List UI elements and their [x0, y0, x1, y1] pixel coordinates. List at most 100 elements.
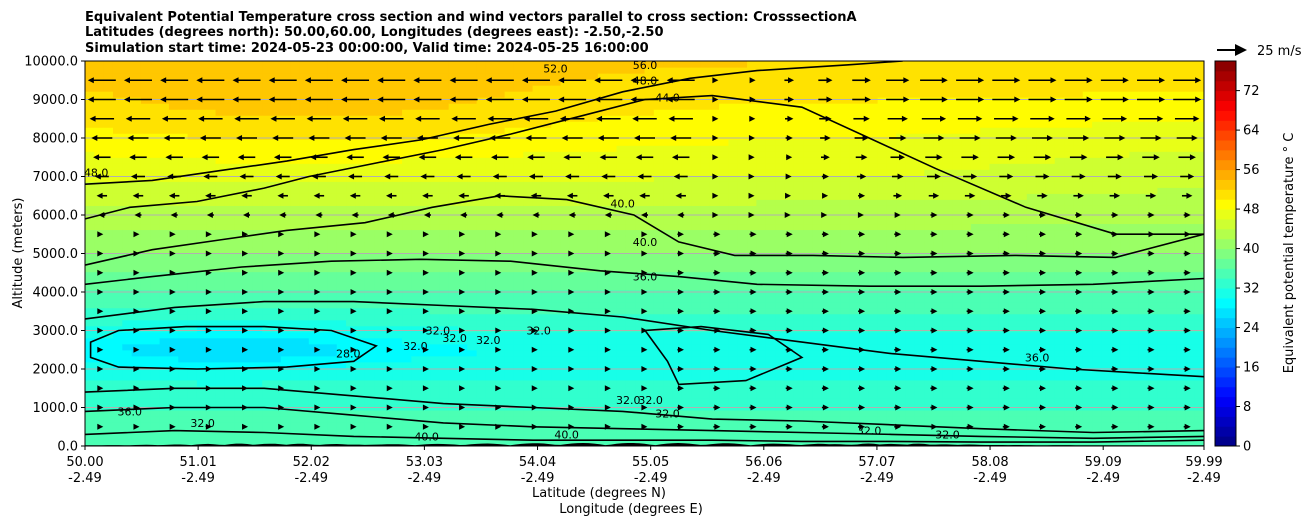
field-cell	[430, 439, 440, 446]
field-cell	[430, 415, 440, 423]
field-cell	[420, 103, 431, 110]
field-cell	[402, 109, 412, 116]
field-cell	[523, 151, 534, 158]
field-cell	[597, 73, 608, 80]
field-cell	[327, 97, 338, 104]
field-cell	[616, 397, 627, 405]
field-cell	[122, 343, 133, 351]
field-cell	[346, 373, 357, 381]
field-cell	[588, 175, 599, 182]
field-cell	[495, 223, 506, 231]
field-cell	[560, 397, 571, 405]
field-cell	[616, 127, 627, 134]
field-cell	[150, 331, 161, 339]
field-cell	[784, 427, 795, 435]
field-cell	[709, 433, 720, 441]
field-cell	[504, 223, 515, 231]
field-cell	[765, 259, 776, 267]
field-cell	[541, 61, 552, 68]
field-cell	[94, 361, 105, 369]
field-cell	[103, 421, 114, 429]
field-cell	[346, 163, 357, 170]
field-cell	[747, 259, 757, 267]
field-cell	[653, 181, 664, 188]
field-cell	[262, 151, 273, 158]
field-cell	[262, 247, 273, 255]
field-cell	[122, 373, 133, 381]
field-cell	[85, 289, 95, 297]
field-cell	[262, 175, 273, 182]
field-cell	[737, 145, 748, 152]
field-cell	[364, 97, 375, 104]
field-cell	[476, 253, 487, 261]
field-cell	[523, 271, 534, 279]
field-cell	[252, 439, 263, 446]
field-cell	[336, 115, 347, 122]
field-cell	[513, 379, 524, 387]
field-cell	[635, 241, 646, 249]
field-cell	[131, 319, 142, 327]
field-cell	[635, 319, 646, 327]
field-cell	[318, 169, 329, 176]
field-cell	[458, 103, 468, 110]
field-cell	[663, 385, 674, 393]
field-cell	[663, 379, 674, 387]
field-cell	[448, 79, 459, 86]
field-cell	[85, 337, 95, 345]
field-cell	[681, 79, 692, 86]
field-cell	[569, 373, 580, 381]
field-cell	[430, 157, 440, 164]
field-cell	[112, 307, 123, 315]
field-cell	[504, 85, 515, 92]
field-cell	[224, 349, 235, 357]
field-cell	[653, 163, 664, 170]
field-cell	[150, 169, 161, 176]
field-cell	[588, 205, 599, 212]
field-cell	[765, 307, 776, 315]
field-cell	[635, 109, 646, 116]
field-cell	[476, 355, 487, 363]
field-cell	[737, 175, 748, 182]
field-cell	[364, 349, 375, 357]
field-cell	[681, 367, 692, 375]
field-cell	[700, 343, 711, 351]
field-cell	[355, 169, 366, 176]
field-cell	[747, 109, 757, 116]
field-cell	[430, 367, 440, 375]
field-cell	[728, 349, 739, 357]
field-cell	[513, 301, 524, 309]
field-cell	[784, 295, 795, 303]
field-cell	[196, 133, 207, 140]
field-cell	[476, 115, 487, 122]
field-cell	[168, 103, 179, 110]
field-cell	[150, 163, 161, 170]
field-cell	[737, 61, 748, 68]
field-cell	[252, 385, 263, 393]
field-cell	[607, 439, 618, 446]
field-cell	[747, 283, 757, 291]
field-cell	[513, 361, 524, 369]
field-cell	[784, 415, 795, 423]
field-cell	[541, 127, 552, 134]
field-cell	[495, 97, 506, 104]
field-cell	[597, 253, 608, 261]
field-cell	[467, 415, 478, 423]
field-cell	[663, 295, 674, 303]
field-cell	[597, 409, 608, 417]
field-cell	[140, 205, 151, 212]
field-cell	[336, 439, 347, 446]
field-cell	[122, 301, 133, 309]
field-cell	[663, 301, 674, 309]
field-cell	[243, 223, 254, 231]
field-cell	[243, 175, 254, 182]
field-cell	[681, 247, 692, 255]
field-cell	[103, 109, 114, 116]
field-cell	[653, 433, 664, 441]
field-cell	[495, 271, 506, 279]
field-cell	[187, 313, 198, 321]
field-cell	[346, 85, 357, 92]
field-cell	[187, 409, 198, 417]
field-cell	[112, 91, 123, 98]
field-cell	[747, 313, 757, 321]
field-cell	[784, 439, 795, 446]
